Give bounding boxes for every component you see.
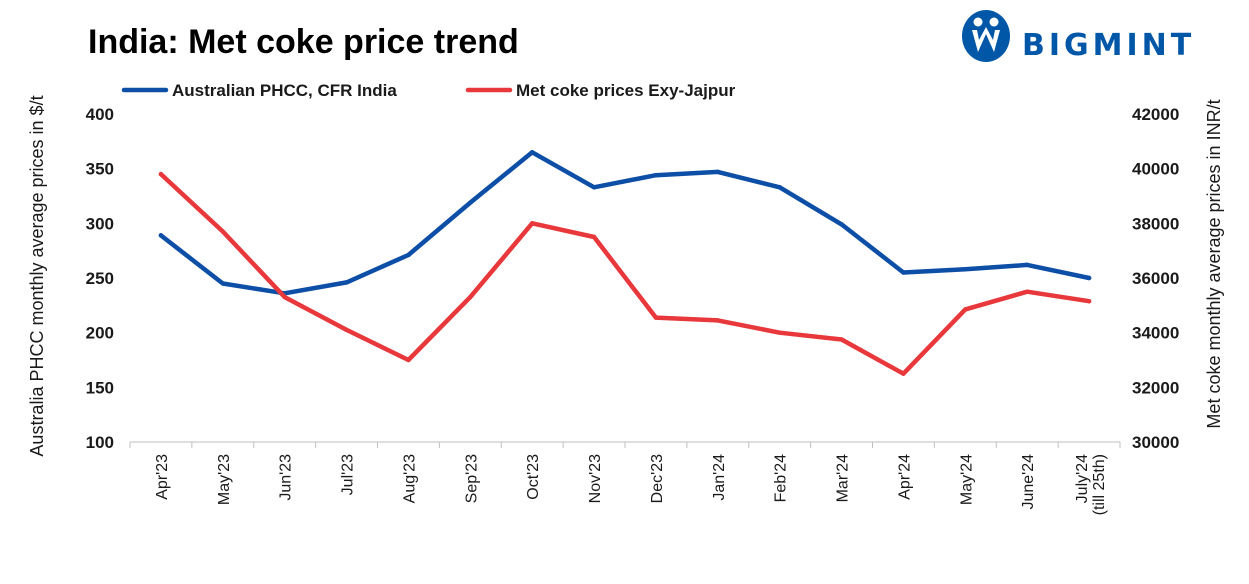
data-point — [282, 294, 287, 300]
brand-name: BIGMINT — [1022, 28, 1195, 63]
data-point — [1024, 262, 1030, 268]
x-tick-label: May'24 — [958, 454, 975, 505]
x-tick-label: Dec'23 — [649, 454, 666, 503]
left-y-tick-label: 400 — [86, 105, 114, 124]
left-y-tick-label: 350 — [86, 160, 114, 179]
data-point — [406, 357, 411, 363]
left-y-axis: 100 150 200 250 300 350 400 — [86, 105, 114, 452]
legend-label: Australian PHCC, CFR India — [172, 81, 397, 100]
data-point — [1086, 299, 1092, 304]
chart-title: India: Met coke price trend — [88, 23, 519, 61]
data-point — [1024, 289, 1030, 294]
data-point — [963, 307, 968, 312]
left-axis-title: Australia PHCC monthly average prices in… — [27, 95, 47, 456]
right-y-axis: 30000 32000 34000 36000 38000 40000 42000 — [1132, 105, 1179, 452]
right-y-tick-label: 42000 — [1132, 105, 1179, 124]
data-point — [715, 318, 721, 323]
data-point — [344, 327, 349, 333]
data-point — [529, 150, 535, 155]
legend: Australian PHCC, CFR India Met coke price… — [121, 81, 736, 100]
data-point — [777, 330, 782, 335]
x-tick-label: Nov'23 — [587, 454, 604, 503]
legend-label: Met coke prices Exy-Jajpur — [516, 81, 736, 100]
x-tick-label: Jul'23 — [340, 454, 357, 495]
data-point — [777, 185, 782, 190]
data-point — [406, 252, 411, 258]
data-point — [715, 169, 721, 175]
left-y-tick-label: 100 — [86, 433, 114, 452]
data-point — [901, 270, 906, 275]
right-y-tick-label: 34000 — [1132, 324, 1179, 343]
x-tick-label: Feb'24 — [773, 454, 790, 503]
data-point — [468, 200, 473, 205]
x-tick-label: Mar'24 — [835, 454, 852, 503]
x-axis: Apr'23 May'23 Jun'23 Jul'23 Aug'23 Sep'23 Oct'… — [129, 441, 1121, 515]
data-point — [963, 267, 968, 272]
right-axis-title: Met coke monthly average prices in INR/t — [1204, 99, 1224, 428]
x-tick-label: Jun'23 — [278, 454, 295, 501]
x-tick-label: Apr'24 — [896, 454, 913, 500]
data-point — [468, 294, 473, 300]
x-tick-label: Aug'23 — [401, 454, 418, 503]
data-point — [839, 222, 844, 227]
x-tick-label: July'24(till 25th) — [1074, 454, 1108, 515]
x-tick-label: Jan'24 — [711, 454, 728, 501]
data-point — [839, 337, 844, 342]
data-point — [344, 280, 349, 285]
data-point — [1086, 275, 1092, 281]
brand-logo: BIGMINT — [962, 10, 1195, 63]
data-point — [901, 371, 906, 376]
series-line-1 — [158, 150, 1092, 296]
data-point — [220, 229, 226, 234]
x-tick-label: Sep'23 — [463, 454, 480, 503]
right-y-tick-label: 40000 — [1132, 160, 1179, 179]
x-tick-label: Apr'23 — [154, 454, 171, 500]
right-y-tick-label: 32000 — [1132, 378, 1179, 397]
series-line-2 — [158, 171, 1092, 376]
data-point — [591, 185, 597, 190]
data-point — [158, 233, 164, 238]
data-point — [653, 173, 659, 178]
right-y-tick-label: 30000 — [1132, 433, 1179, 452]
x-tick-label: June'24 — [1020, 454, 1037, 510]
left-y-tick-label: 250 — [86, 269, 114, 288]
data-point — [653, 315, 659, 320]
right-y-tick-label: 36000 — [1132, 269, 1179, 288]
data-point — [529, 221, 535, 226]
data-point — [158, 171, 164, 177]
bigmint-logo-icon — [962, 10, 1010, 62]
series-lines — [158, 150, 1092, 376]
right-y-tick-label: 38000 — [1132, 214, 1179, 233]
data-point — [591, 234, 597, 240]
left-y-tick-label: 150 — [86, 378, 114, 397]
left-y-tick-label: 300 — [86, 214, 114, 233]
x-tick-label: Oct'23 — [525, 454, 542, 500]
left-y-tick-label: 200 — [86, 324, 114, 343]
data-point — [220, 281, 226, 286]
x-tick-label: May'23 — [216, 454, 233, 505]
